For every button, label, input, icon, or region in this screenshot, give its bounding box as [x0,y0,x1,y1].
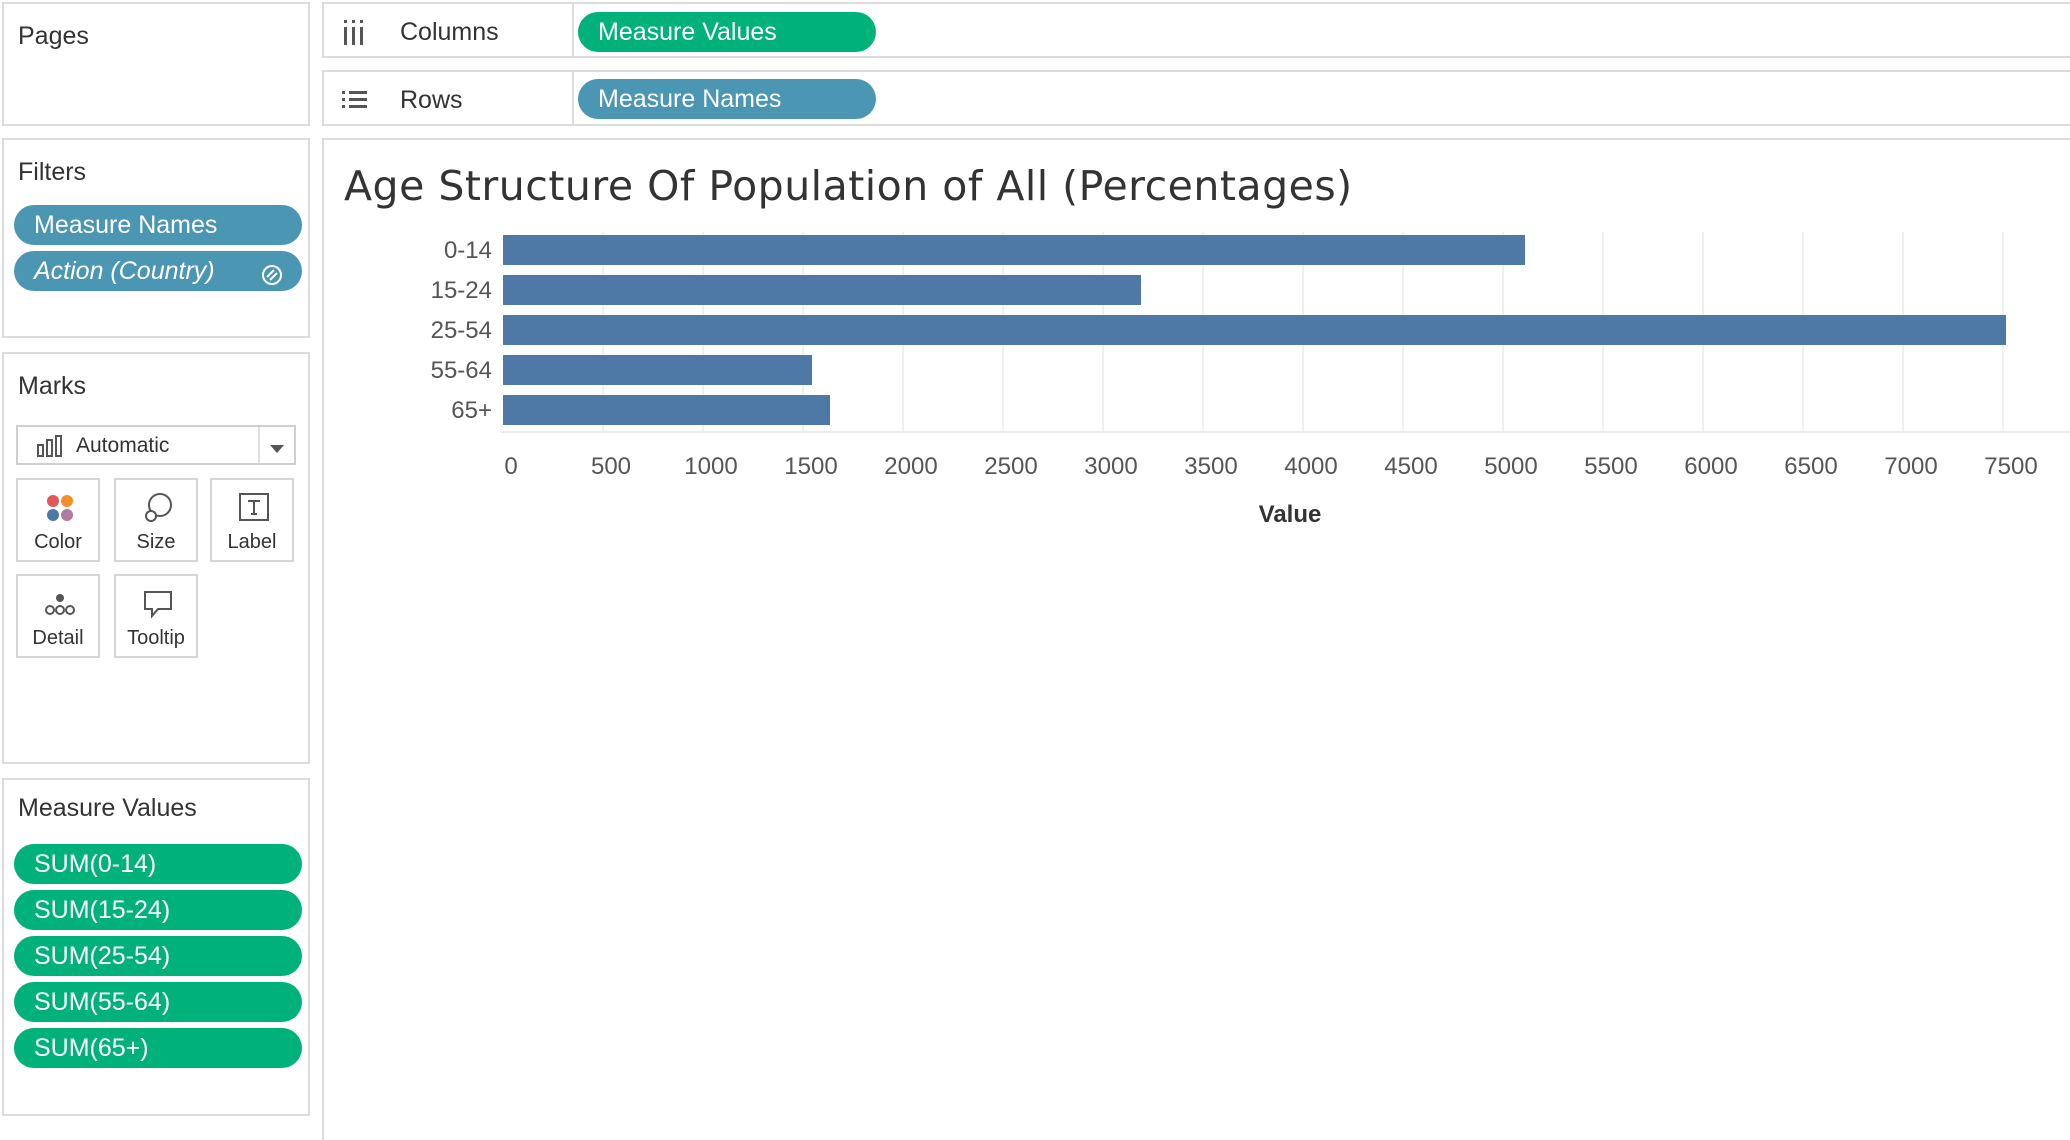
rows-pill-measure-names[interactable]: Measure Names [578,79,876,119]
filters-shelf-title: Filters [18,158,87,186]
detail-icon [45,594,75,615]
measure-pill-sum-15-24[interactable]: SUM(15-24) [14,890,302,930]
size-icon [145,493,172,522]
columns-shelf-label: Columns [400,18,499,46]
chevron-down-icon [270,442,284,453]
columns-pill-label: Measure Values [598,18,777,46]
rows-icon [338,82,370,116]
rows-shelf[interactable]: Rows Measure Names [322,70,2070,126]
columns-shelf[interactable]: Columns Measure Values [322,2,2070,58]
columns-shelf-header: Columns [324,4,574,56]
measure-values-card[interactable]: Measure Values SUM(0-14) SUM(15-24) SUM(… [2,778,310,1116]
filter-pill-label: Measure Names [34,211,218,239]
color-button[interactable]: Color [16,478,100,562]
measure-pill-sum-25-54[interactable]: SUM(25-54) [14,936,302,976]
measure-pill-label: SUM(25-54) [34,942,171,970]
pages-shelf-title: Pages [18,22,89,50]
measure-pill-label: SUM(0-14) [34,850,157,878]
measure-pill-label: SUM(55-64) [34,988,171,1016]
dropdown-divider [258,427,260,463]
tooltip-button[interactable]: Tooltip [114,574,198,658]
measure-pill-sum-55-64[interactable]: SUM(55-64) [14,982,302,1022]
measure-pill-sum-0-14[interactable]: SUM(0-14) [14,844,302,884]
measure-values-title: Measure Values [18,794,197,822]
pages-shelf[interactable]: Pages [2,2,310,126]
tooltip-button-label: Tooltip [127,627,185,649]
columns-pill-measure-values[interactable]: Measure Values [578,12,876,52]
measure-pill-label: SUM(65+) [34,1034,149,1062]
measure-pill-sum-65-plus[interactable]: SUM(65+) [14,1028,302,1068]
tooltip-icon [144,591,172,619]
filter-pill-measure-names[interactable]: Measure Names [14,205,302,245]
link-icon [260,259,284,285]
detail-button[interactable]: Detail [16,574,100,658]
text-label-icon [239,493,269,521]
size-button-label: Size [136,531,176,553]
mark-type-value: Automatic [76,434,170,457]
label-button-label: Label [227,531,277,553]
rows-shelf-label: Rows [400,86,463,114]
filter-pill-label: Action (Country) [34,257,215,285]
filters-shelf[interactable]: Filters Measure Names Action (Country) [2,138,310,338]
measure-pill-label: SUM(15-24) [34,896,171,924]
detail-button-label: Detail [32,627,84,649]
label-button[interactable]: Label [210,478,294,562]
view-canvas[interactable] [322,138,2070,1140]
mark-type-dropdown[interactable]: Automatic [16,425,296,465]
rows-shelf-header: Rows [324,72,574,124]
size-button[interactable]: Size [114,478,198,562]
color-icon [47,495,73,521]
marks-card-title: Marks [18,372,87,400]
chart-title: Age Structure Of Population of All (Perc… [344,162,1353,210]
bar-chart-icon [36,435,66,457]
filter-pill-action-country[interactable]: Action (Country) [14,251,302,291]
color-button-label: Color [34,531,82,553]
rows-pill-label: Measure Names [598,85,782,113]
columns-icon [338,14,370,48]
